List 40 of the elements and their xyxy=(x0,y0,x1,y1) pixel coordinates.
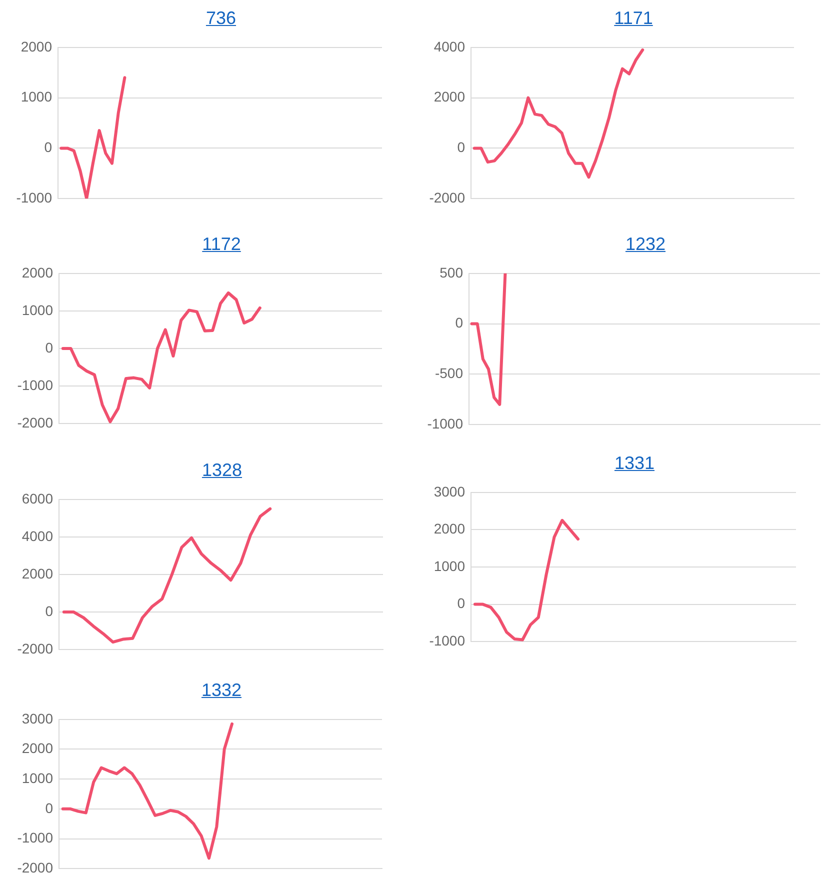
y-tick-label: 0 xyxy=(44,139,52,156)
y-tick-label: 0 xyxy=(457,139,466,156)
y-tick-label: 2000 xyxy=(22,264,54,280)
y-tick-label: 3000 xyxy=(434,483,466,500)
y-tick-label: 2000 xyxy=(434,88,466,105)
y-tick-label: -1000 xyxy=(427,415,464,432)
y-tick-label: -2000 xyxy=(17,859,54,876)
y-tick-label: 6000 xyxy=(22,490,54,506)
y-tick-label: -500 xyxy=(434,365,464,382)
y-tick-label: -1000 xyxy=(17,376,54,393)
y-tick-label: 2000 xyxy=(22,565,54,582)
y-tick-label: 2000 xyxy=(22,740,54,756)
y-tick-label: 0 xyxy=(457,595,466,612)
chart-title: 1232 xyxy=(625,233,666,255)
chart-title: 1331 xyxy=(614,452,655,474)
y-tick-label: 0 xyxy=(45,800,54,816)
chart-title: 736 xyxy=(206,7,236,29)
chart-title: 1328 xyxy=(202,459,242,481)
y-tick-label: -2000 xyxy=(17,640,54,656)
y-tick-label: -1000 xyxy=(17,830,54,846)
y-tick-label: -2000 xyxy=(429,189,466,206)
y-tick-label: -1000 xyxy=(16,189,52,206)
y-tick-label: 2000 xyxy=(20,38,52,54)
y-tick-label: 1000 xyxy=(22,770,54,786)
y-tick-label: -1000 xyxy=(429,632,466,648)
y-tick-label: -2000 xyxy=(17,414,54,430)
y-tick-label: 1000 xyxy=(22,302,54,318)
y-tick-label: 1000 xyxy=(434,558,466,574)
y-tick-label: 1000 xyxy=(20,88,52,105)
chart-title: 1171 xyxy=(614,7,653,29)
y-tick-label: 500 xyxy=(440,264,464,280)
y-tick-label: 3000 xyxy=(22,710,54,726)
y-tick-label: 2000 xyxy=(434,520,466,537)
y-tick-label: 0 xyxy=(45,339,54,356)
y-tick-label: 4000 xyxy=(22,528,54,544)
y-tick-label: 4000 xyxy=(434,38,466,54)
chart-title: 1172 xyxy=(202,233,241,255)
y-tick-label: 0 xyxy=(45,602,54,619)
y-tick-label: 0 xyxy=(455,314,464,331)
chart-title: 1332 xyxy=(201,679,242,701)
